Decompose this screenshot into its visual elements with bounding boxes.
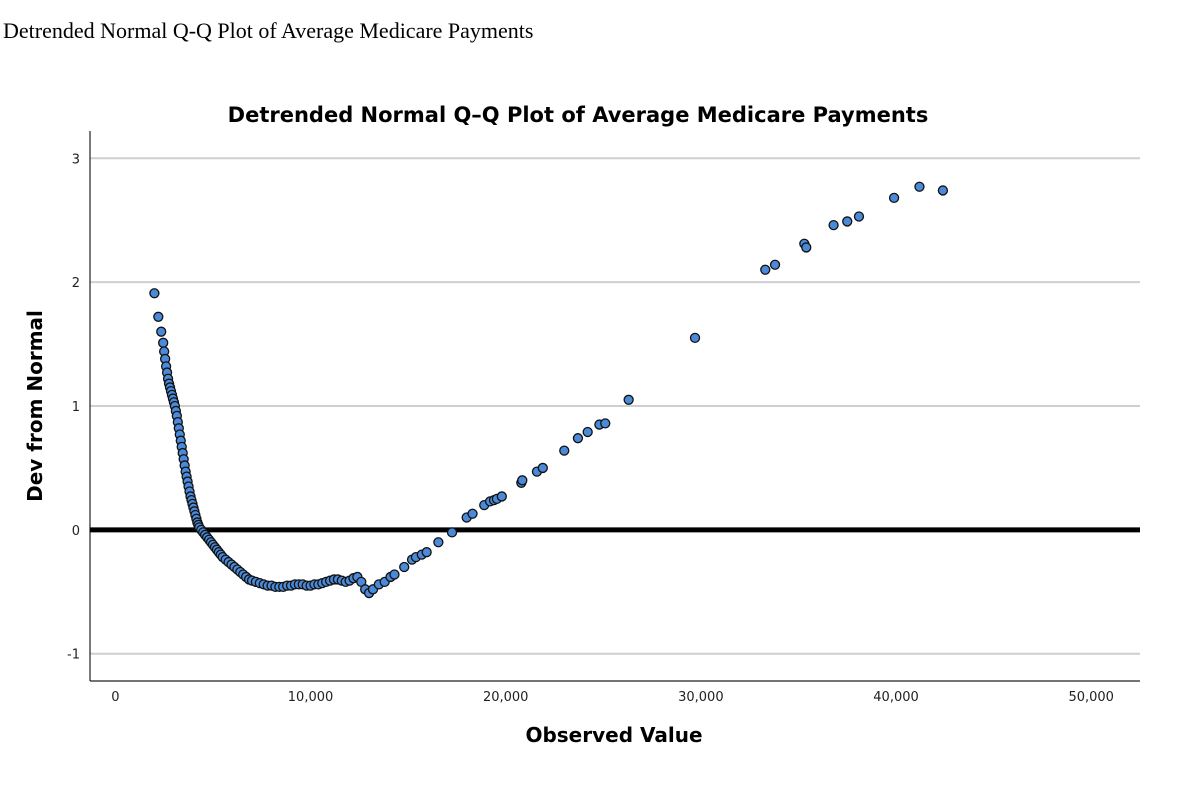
data-point xyxy=(399,561,410,573)
x-tick-label: 20,000 xyxy=(483,690,529,705)
data-points xyxy=(149,181,949,599)
x-axis-label: Observed Value xyxy=(525,723,702,747)
data-point xyxy=(760,264,771,275)
data-point xyxy=(842,216,853,227)
data-point xyxy=(467,508,478,519)
x-tick-labels: 0 10,000 20,000 30,000 40,000 50,000 xyxy=(111,690,1114,705)
x-tick-label: 50,000 xyxy=(1068,690,1114,705)
data-point xyxy=(572,433,584,444)
x-tick-label: 10,000 xyxy=(288,690,334,705)
data-point xyxy=(537,462,548,474)
data-point xyxy=(769,259,781,270)
x-tick-label: 30,000 xyxy=(678,690,724,705)
data-point xyxy=(801,242,812,253)
data-point xyxy=(153,311,164,322)
gridlines xyxy=(90,157,1140,655)
data-point xyxy=(496,491,507,502)
data-point xyxy=(156,326,167,337)
data-point xyxy=(582,426,593,438)
page-caption: Detrended Normal Q-Q Plot of Average Med… xyxy=(3,18,534,43)
y-tick-label: 2 xyxy=(72,276,80,291)
data-point xyxy=(853,211,865,222)
axes xyxy=(89,131,1140,682)
data-point xyxy=(433,537,444,548)
y-tick-label: 1 xyxy=(72,400,80,415)
y-axis-label: Dev from Normal xyxy=(23,310,47,502)
data-point xyxy=(937,185,949,196)
y-tick-labels: -1 0 1 2 3 xyxy=(67,152,80,662)
data-point xyxy=(888,192,900,204)
data-point xyxy=(517,475,528,486)
data-point xyxy=(828,219,839,231)
y-tick-label: 3 xyxy=(72,152,80,167)
data-point xyxy=(559,445,570,456)
data-point xyxy=(600,418,611,429)
data-point xyxy=(446,527,458,538)
data-point xyxy=(914,181,925,192)
data-point xyxy=(158,337,169,348)
data-point xyxy=(389,569,400,580)
chart-title: Detrended Normal Q–Q Plot of Average Med… xyxy=(228,103,929,127)
x-tick-label: 0 xyxy=(111,690,119,705)
data-point xyxy=(149,288,160,299)
data-point xyxy=(623,394,634,405)
x-tick-label: 40,000 xyxy=(873,690,919,705)
y-tick-label: -1 xyxy=(67,648,80,663)
data-point xyxy=(421,547,432,558)
y-tick-label: 0 xyxy=(72,524,80,539)
data-point xyxy=(689,332,701,344)
